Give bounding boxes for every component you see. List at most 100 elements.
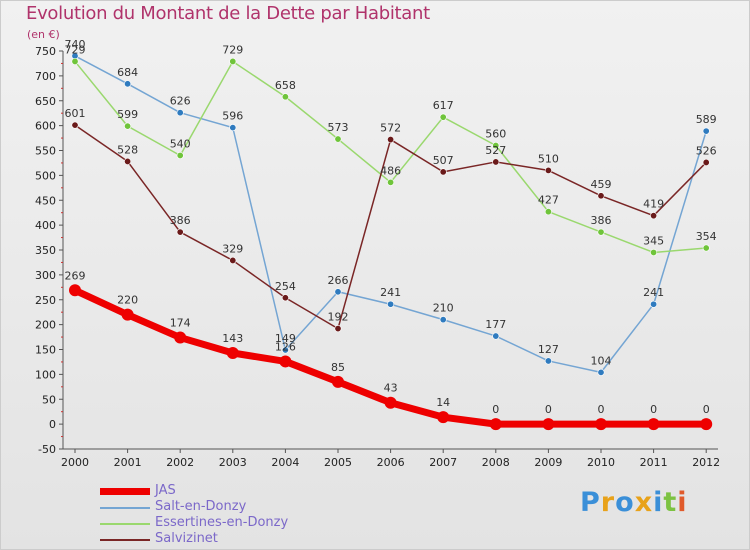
data-label: 419 — [643, 198, 664, 211]
data-label: 210 — [433, 302, 454, 315]
data-label: 459 — [591, 178, 612, 191]
x-tick-label: 2000 — [61, 456, 89, 469]
data-label: 104 — [591, 354, 612, 367]
axes: -50 0 50 100 150 200 250 300 350 400 450 500 550 600 6… — [35, 45, 720, 469]
data-point — [71, 121, 79, 129]
x-tick-label: 2005 — [324, 456, 352, 469]
data-point — [176, 228, 184, 236]
data-label: 540 — [170, 137, 191, 150]
data-point — [387, 300, 395, 308]
data-point — [229, 256, 237, 264]
data-label: 269 — [65, 269, 86, 282]
data-label: 43 — [384, 382, 398, 395]
data-label: 684 — [117, 66, 138, 79]
data-point — [489, 418, 502, 431]
data-label: 241 — [380, 286, 401, 299]
legend-label: Salvizinet — [155, 531, 218, 546]
series-layer — [69, 52, 713, 431]
data-label: 345 — [643, 234, 664, 247]
data-label: 0 — [545, 403, 552, 416]
data-point — [124, 157, 132, 165]
y-tick-label: 0 — [49, 418, 56, 431]
data-point — [597, 228, 605, 236]
data-label: 573 — [328, 121, 349, 134]
data-point — [334, 288, 342, 296]
data-label: 599 — [117, 108, 138, 121]
legend-swatch — [100, 507, 150, 509]
data-label: 241 — [643, 286, 664, 299]
data-label: 126 — [275, 340, 296, 353]
data-point — [121, 308, 134, 321]
legend-swatch — [100, 488, 150, 495]
legend-item: Salvizinet — [100, 531, 350, 548]
data-label: 560 — [485, 128, 506, 141]
data-point — [542, 418, 555, 431]
data-label: 510 — [538, 152, 559, 165]
data-point — [439, 113, 447, 121]
data-point — [647, 418, 660, 431]
data-point — [387, 178, 395, 186]
x-tick-label: 2002 — [166, 456, 194, 469]
x-tick-label: 2012 — [692, 456, 720, 469]
data-point — [226, 346, 239, 359]
x-tick-label: 2006 — [377, 456, 405, 469]
data-point — [492, 332, 500, 340]
data-label: 14 — [436, 396, 450, 409]
data-label: 85 — [331, 361, 345, 374]
logo-letter: o — [615, 487, 635, 518]
y-tick-label: 500 — [35, 169, 56, 182]
y-tick-label: 200 — [35, 319, 56, 332]
data-label: 507 — [433, 154, 454, 167]
x-tick-label: 2011 — [640, 456, 668, 469]
logo-letter: i — [677, 487, 688, 518]
x-tick-label: 2007 — [429, 456, 457, 469]
chart-title: Evolution du Montant de la Dette par Hab… — [26, 3, 430, 24]
data-point — [650, 300, 658, 308]
legend-swatch — [100, 539, 150, 541]
x-tick-label: 2001 — [114, 456, 142, 469]
y-tick-label: 750 — [35, 45, 56, 58]
x-tick-label: 2010 — [587, 456, 615, 469]
y-tick-label: 250 — [35, 294, 56, 307]
data-point — [71, 57, 79, 65]
legend-label: JAS — [155, 483, 176, 498]
data-label: 572 — [380, 122, 401, 135]
data-point — [69, 284, 81, 297]
y-tick-label: 600 — [35, 120, 56, 133]
y-tick-label: 300 — [35, 269, 56, 282]
data-point — [229, 57, 237, 65]
legend-item: Salt-en-Donzy — [100, 499, 350, 516]
data-label: 740 — [65, 38, 86, 51]
data-label: 589 — [696, 113, 717, 126]
data-label: 0 — [598, 403, 605, 416]
data-label: 386 — [170, 214, 191, 227]
y-tick-label: 550 — [35, 145, 56, 158]
x-tick-label: 2003 — [219, 456, 247, 469]
data-label: 0 — [650, 403, 657, 416]
y-tick-label: 700 — [35, 70, 56, 83]
data-labels-layer: 269 220 174 143 85 43 14 0 0 0 0 0 740 684 626 596 149 26… — [65, 38, 717, 416]
data-label: 220 — [117, 294, 138, 307]
logo-letter: r — [600, 487, 616, 518]
legend: JAS Salt-en-Donzy Essertines-en-Donzy Salvi… — [100, 483, 350, 548]
data-point — [124, 122, 132, 130]
data-point — [176, 151, 184, 159]
y-tick-label: 150 — [35, 344, 56, 357]
data-point — [439, 316, 447, 324]
data-label: 127 — [538, 343, 559, 356]
data-point — [492, 158, 500, 166]
data-point — [229, 124, 237, 132]
x-tick-label: 2004 — [271, 456, 299, 469]
data-label: 658 — [275, 79, 296, 92]
y-tick-label: 400 — [35, 219, 56, 232]
data-label: 0 — [703, 403, 710, 416]
data-point — [124, 80, 132, 88]
logo-letter: t — [663, 487, 678, 518]
data-label: 143 — [222, 332, 243, 345]
data-point — [544, 208, 552, 216]
data-label: 601 — [65, 107, 86, 120]
data-point — [281, 294, 289, 302]
y-tick-label: 350 — [35, 244, 56, 257]
